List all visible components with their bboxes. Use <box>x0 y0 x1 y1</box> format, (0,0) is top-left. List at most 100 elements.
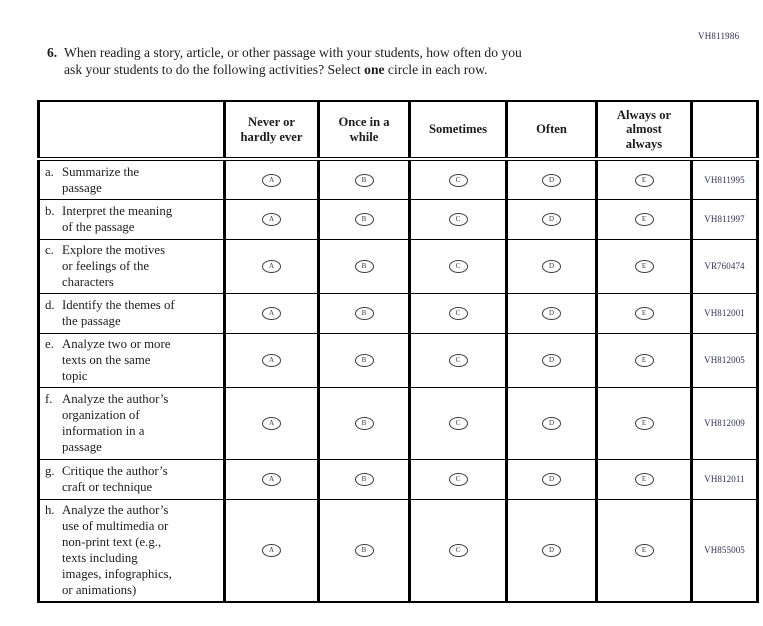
answer-bubble-a[interactable]: A <box>262 259 281 273</box>
answer-cell: D <box>505 158 598 200</box>
answer-bubble-b[interactable]: B <box>354 173 374 187</box>
answer-bubble-e[interactable]: E <box>634 353 654 367</box>
answer-bubble-d[interactable]: D <box>542 472 561 486</box>
answer-bubble-b[interactable]: B <box>354 472 374 486</box>
item-code: VH811995 <box>704 174 745 185</box>
answer-bubble-a[interactable]: A <box>262 544 281 558</box>
item-code-cell: VH812005 <box>690 332 759 388</box>
answer-bubble-e[interactable]: E <box>634 472 654 486</box>
activity-text: Analyze two or more texts on the same to… <box>62 337 171 383</box>
answer-cell: A <box>223 238 320 294</box>
item-code: VH812011 <box>704 474 745 484</box>
answer-bubble-b[interactable]: B <box>354 306 374 320</box>
answer-bubble-e[interactable]: E <box>634 306 654 320</box>
answer-cell: C <box>408 332 508 388</box>
answer-bubble-e[interactable]: E <box>634 259 654 273</box>
item-code-cell: VH811995 <box>690 158 759 200</box>
answer-bubble-a[interactable]: A <box>262 212 281 226</box>
activity-text: Interpret the meaning of the passage <box>62 204 173 234</box>
answer-cell: B <box>317 332 411 388</box>
table-row-h: h. Analyze the author’s use of multimedia… <box>37 498 759 603</box>
answer-cell: C <box>408 292 508 334</box>
answer-bubble-b[interactable]: B <box>354 544 374 558</box>
row-letter: g. <box>45 464 55 478</box>
header-empty-cell <box>37 100 226 161</box>
item-code-cell: VH812001 <box>690 292 759 334</box>
answer-cell: B <box>317 198 411 240</box>
answer-bubble-d[interactable]: D <box>542 173 561 187</box>
question-text: When reading a story, article, or other … <box>64 45 522 78</box>
answer-bubble-a[interactable]: A <box>262 472 281 486</box>
answer-bubble-e[interactable]: E <box>634 212 654 226</box>
answer-bubble-d[interactable]: D <box>542 259 561 273</box>
row-letter: b. <box>45 204 55 218</box>
answer-cell: B <box>317 292 411 334</box>
answer-bubble-b[interactable]: B <box>354 212 374 226</box>
activity-label-cell: e. Analyze two or more texts on the same … <box>37 332 226 388</box>
row-letter: c. <box>45 243 54 257</box>
answer-bubble-b[interactable]: B <box>354 259 374 273</box>
item-code: VH855005 <box>704 545 745 556</box>
answer-bubble-c[interactable]: C <box>448 259 468 273</box>
activity-label-cell: b. Interpret the meaning of the passage <box>37 198 226 240</box>
table-row-a: a. Summarize the passage A B C D E VH8119… <box>37 158 759 200</box>
answer-cell: B <box>317 238 411 294</box>
row-letter: d. <box>45 298 55 312</box>
item-code-cell: VH812011 <box>690 458 759 500</box>
answer-cell: D <box>505 198 598 240</box>
table-row-g: g. Critique the author’s craft or techniq… <box>37 458 759 500</box>
table-row-e: e. Analyze two or more texts on the same … <box>37 332 759 388</box>
answer-cell: D <box>505 332 598 388</box>
answer-bubble-a[interactable]: A <box>262 416 281 430</box>
answer-bubble-d[interactable]: D <box>542 306 561 320</box>
answer-cell: E <box>595 386 693 460</box>
answer-bubble-c[interactable]: C <box>448 173 468 187</box>
item-code: VR760474 <box>704 261 745 271</box>
answer-cell: A <box>223 458 320 500</box>
answer-cell: A <box>223 198 320 240</box>
table-row-f: f. Analyze the author’s organization of i… <box>37 386 759 460</box>
question-line-1: When reading a story, article, or other … <box>64 45 522 60</box>
answer-bubble-a[interactable]: A <box>262 353 281 367</box>
question-line-2: ask your students to do the following ac… <box>64 62 522 79</box>
answer-bubble-c[interactable]: C <box>448 472 468 486</box>
header-code-cell <box>690 100 759 161</box>
row-letter: e. <box>45 337 54 351</box>
answer-bubble-c[interactable]: C <box>448 353 468 367</box>
column-header-label: Once in a while <box>338 115 390 144</box>
answer-cell: C <box>408 498 508 603</box>
answer-bubble-c[interactable]: C <box>448 212 468 226</box>
answer-bubble-b[interactable]: B <box>354 353 374 367</box>
answer-bubble-a[interactable]: A <box>262 173 281 187</box>
activity-label-cell: d. Identify the themes of the passage <box>37 292 226 334</box>
answer-bubble-c[interactable]: C <box>448 416 468 430</box>
answer-bubble-e[interactable]: E <box>634 173 654 187</box>
answer-cell: E <box>595 158 693 200</box>
answer-bubble-b[interactable]: B <box>354 416 374 430</box>
answer-bubble-c[interactable]: C <box>448 544 468 558</box>
item-code-cell: VH812009 <box>690 386 759 460</box>
activity-text: Identify the themes of the passage <box>62 298 175 328</box>
answer-bubble-d[interactable]: D <box>542 416 561 430</box>
answer-bubble-a[interactable]: A <box>262 306 281 320</box>
column-header-always: Always or almost always <box>595 100 693 161</box>
form-code: VH811986 <box>698 31 740 41</box>
answer-bubble-e[interactable]: E <box>634 544 654 558</box>
activity-label-cell: g. Critique the author’s craft or techniq… <box>37 458 226 500</box>
column-header-often: Often <box>505 100 598 161</box>
answer-cell: E <box>595 238 693 294</box>
column-header-label: Sometimes <box>428 122 488 137</box>
activity-text: Analyze the author’s organization of inf… <box>62 392 169 454</box>
answer-cell: C <box>408 458 508 500</box>
answer-cell: E <box>595 332 693 388</box>
answer-bubble-d[interactable]: D <box>542 353 561 367</box>
answer-cell: E <box>595 292 693 334</box>
table-row-d: d. Identify the themes of the passage A B… <box>37 292 759 334</box>
answer-bubble-d[interactable]: D <box>542 544 561 558</box>
answer-bubble-e[interactable]: E <box>634 416 654 430</box>
answer-bubble-c[interactable]: C <box>448 306 468 320</box>
frequency-matrix-table: Never or hardly ever Once in a while Som… <box>37 100 759 603</box>
answer-bubble-d[interactable]: D <box>542 212 561 226</box>
answer-cell: B <box>317 498 411 603</box>
row-letter: f. <box>45 392 53 406</box>
